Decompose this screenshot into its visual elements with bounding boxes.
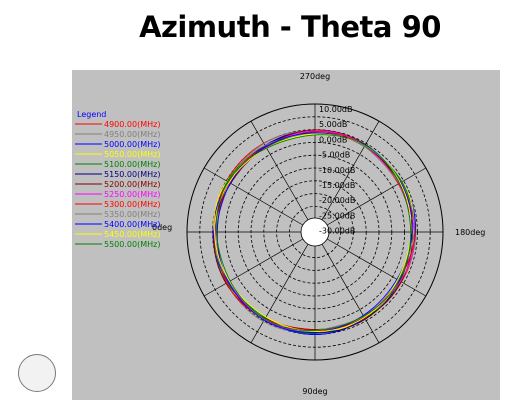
series-line-5 <box>214 129 412 334</box>
navigation-dot-button[interactable] <box>18 354 56 392</box>
legend-entry: 5250.00(MHz) <box>104 190 160 199</box>
grid-spoke <box>321 243 380 344</box>
grid-spoke <box>203 167 304 226</box>
legend-entry: 5350.00(MHz) <box>104 210 160 219</box>
radial-tick-label: 10.00dB <box>319 105 352 114</box>
legend-entry: 5500.00(MHz) <box>104 240 160 249</box>
radial-tick-label: 5.00dB <box>319 120 347 129</box>
legend-entry: 5200.00(MHz) <box>104 180 160 189</box>
grid-spoke <box>250 243 309 344</box>
radial-tick-label: -20.00dB <box>319 196 355 205</box>
legend-entry: 5050.00(MHz) <box>104 150 160 159</box>
legend-title: Legend <box>77 110 106 119</box>
legend-entry: 5150.00(MHz) <box>104 170 160 179</box>
polar-chart: 10.00dB 5.00dB 0.00dB -5.00dB -10.00dB -15.00… <box>75 72 485 396</box>
grid-spoke <box>250 120 309 221</box>
radial-tick-label: -10.00dB <box>319 166 355 175</box>
legend-entry: 5100.00(MHz) <box>104 160 160 169</box>
grid-spoke <box>326 238 427 297</box>
radial-tick-label: -15.00dB <box>319 181 355 190</box>
angle-label-right: 180deg <box>455 228 485 237</box>
radial-tick-label: -25.00dB <box>319 211 355 220</box>
grid-spoke <box>321 120 380 221</box>
grid-spoke <box>326 167 427 226</box>
legend-entry: 5300.00(MHz) <box>104 200 160 209</box>
angle-label-bottom: 90deg <box>302 387 327 396</box>
legend-entry: 4950.00(MHz) <box>104 130 160 139</box>
radial-tick-label: -30.00dB <box>319 227 355 236</box>
series-line-12 <box>215 134 412 331</box>
legend-entry: 5450.00(MHz) <box>104 230 160 239</box>
radial-tick-label: -5.00dB <box>319 151 350 160</box>
legend-entry: 5400.00(MHz) <box>104 220 160 229</box>
angle-label-left: 0deg <box>152 223 172 232</box>
grid-spoke <box>203 238 304 297</box>
angle-label-top: 270deg <box>300 72 330 81</box>
legend-entry: 5000.00(MHz) <box>104 140 160 149</box>
radial-tick-label: 0.00dB <box>319 135 347 144</box>
polar-plot-area: 10.00dB 5.00dB 0.00dB -5.00dB -10.00dB -15.00… <box>72 70 500 400</box>
legend-entry: 4900.00(MHz) <box>104 120 160 129</box>
page-title: Azimuth - Theta 90 <box>139 10 441 44</box>
